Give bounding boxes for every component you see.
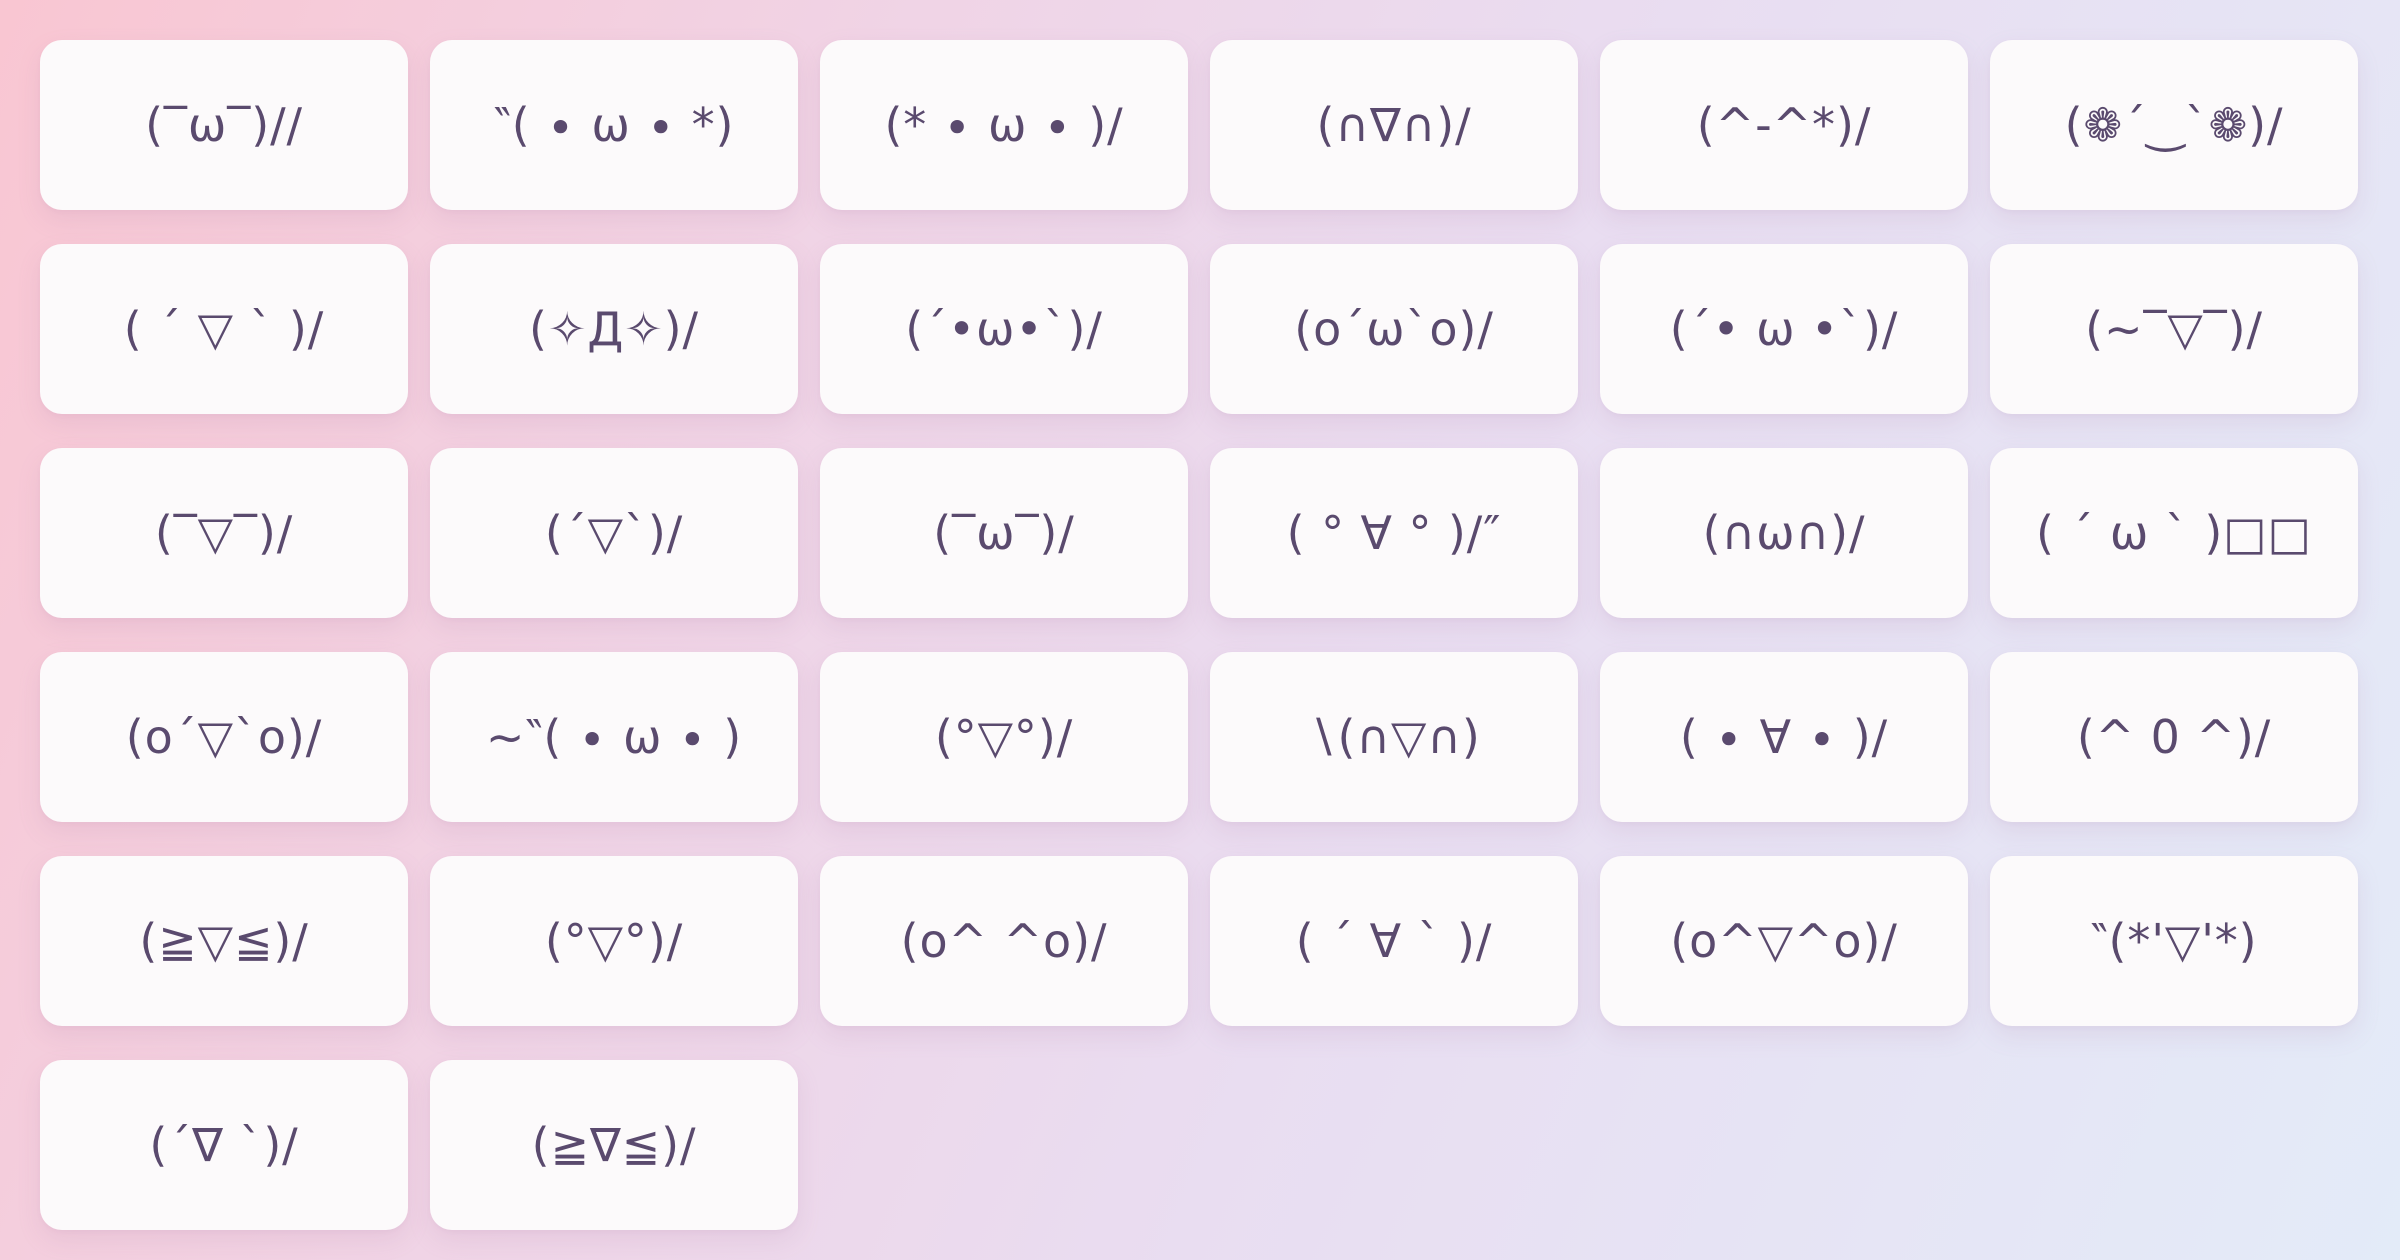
kaomoji-text: (‾ω‾)∕	[933, 506, 1075, 560]
kaomoji-text: (°▽°)/	[934, 710, 1074, 764]
kaomoji-card[interactable]: (∩ω∩)∕	[1600, 448, 1968, 618]
kaomoji-card[interactable]: (~‾▽‾)∕	[1990, 244, 2358, 414]
kaomoji-text: ‶(*'▽'*)	[2090, 914, 2258, 968]
kaomoji-card[interactable]: ( ´ ▽ ` )/	[40, 244, 408, 414]
kaomoji-card[interactable]: (∩∇∩)∕	[1210, 40, 1578, 210]
kaomoji-text: (‾▽‾)/	[154, 506, 294, 560]
kaomoji-text: (°▽°)∕	[544, 914, 684, 968]
kaomoji-text: (´• ω •`)∕	[1669, 302, 1899, 356]
kaomoji-text: (✧Д✧)∕	[529, 302, 699, 356]
kaomoji-card[interactable]: (´• ω •`)∕	[1600, 244, 1968, 414]
kaomoji-text: ∖(∩▽∩)	[1307, 710, 1481, 764]
kaomoji-card[interactable]: (°▽°)∕	[430, 856, 798, 1026]
kaomoji-card[interactable]: (o^ ^o)/	[820, 856, 1188, 1026]
kaomoji-card[interactable]: (°▽°)/	[820, 652, 1188, 822]
kaomoji-text: (‾ω‾)//	[145, 98, 303, 152]
kaomoji-text: (∩∇∩)∕	[1316, 98, 1472, 152]
kaomoji-text: (≧∇≦)∕	[531, 1118, 697, 1172]
kaomoji-card[interactable]: (´•ω•`)∕	[820, 244, 1188, 414]
kaomoji-card[interactable]: (‾ω‾)//	[40, 40, 408, 210]
kaomoji-card[interactable]: (* ∙ ω ∙ )∕	[820, 40, 1188, 210]
kaomoji-card[interactable]: (‾ω‾)∕	[820, 448, 1188, 618]
kaomoji-card[interactable]: (^ 0 ^)∕	[1990, 652, 2358, 822]
kaomoji-card[interactable]: ( ∙ ∀ ∙ )∕	[1600, 652, 1968, 822]
kaomoji-text: (^ 0 ^)∕	[2076, 710, 2272, 764]
kaomoji-text: ( ∙ ∀ ∙ )∕	[1679, 710, 1889, 764]
kaomoji-text: ( ´ ▽ ` )/	[123, 302, 325, 356]
kaomoji-text: (o´ω`o)∕	[1294, 302, 1494, 356]
kaomoji-text: ( ´ ω ` )□□	[2036, 506, 2312, 560]
kaomoji-card[interactable]: ~‶( ∙ ω ∙ )	[430, 652, 798, 822]
kaomoji-text: (~‾▽‾)∕	[2085, 302, 2263, 356]
kaomoji-text: (´•ω•`)∕	[905, 302, 1103, 356]
kaomoji-text: (´▽`)∕	[544, 506, 684, 560]
kaomoji-card[interactable]: ( ´ ω ` )□□	[1990, 448, 2358, 618]
kaomoji-text: (´∇ `)∕	[149, 1118, 299, 1172]
kaomoji-card[interactable]: (o^▽^o)∕	[1600, 856, 1968, 1026]
kaomoji-card[interactable]: (´∇ `)∕	[40, 1060, 408, 1230]
kaomoji-card[interactable]: ∖(∩▽∩)	[1210, 652, 1578, 822]
kaomoji-text: ‶( ∙ ω ∙ *)	[493, 98, 735, 152]
kaomoji-text: (o^▽^o)∕	[1670, 914, 1898, 968]
kaomoji-card[interactable]: (‾▽‾)/	[40, 448, 408, 618]
kaomoji-card[interactable]: (❁´‿`❁)∕	[1990, 40, 2358, 210]
kaomoji-card[interactable]: (o´▽`o)∕	[40, 652, 408, 822]
kaomoji-card[interactable]: (^-^*)/	[1600, 40, 1968, 210]
kaomoji-card[interactable]: ( ´ ∀ ` )∕	[1210, 856, 1578, 1026]
kaomoji-card[interactable]: (≧▽≦)/	[40, 856, 408, 1026]
kaomoji-card[interactable]: (o´ω`o)∕	[1210, 244, 1578, 414]
kaomoji-text: (^-^*)/	[1696, 98, 1872, 152]
kaomoji-text: ~‶( ∙ ω ∙ )	[485, 710, 743, 764]
kaomoji-card[interactable]: (✧Д✧)∕	[430, 244, 798, 414]
kaomoji-card[interactable]: ‶( ∙ ω ∙ *)	[430, 40, 798, 210]
kaomoji-text: (∩ω∩)∕	[1702, 506, 1866, 560]
kaomoji-text: (❁´‿`❁)∕	[2064, 98, 2284, 152]
kaomoji-text: (* ∙ ω ∙ )∕	[884, 98, 1124, 152]
kaomoji-text: (o´▽`o)∕	[125, 710, 323, 764]
kaomoji-text: (o^ ^o)/	[900, 914, 1108, 968]
kaomoji-card[interactable]: ( ° ∀ ° )∕″	[1210, 448, 1578, 618]
kaomoji-card[interactable]: (≧∇≦)∕	[430, 1060, 798, 1230]
kaomoji-text: ( ´ ∀ ` )∕	[1295, 914, 1493, 968]
kaomoji-card[interactable]: ‶(*'▽'*)	[1990, 856, 2358, 1026]
kaomoji-card[interactable]: (´▽`)∕	[430, 448, 798, 618]
kaomoji-text: ( ° ∀ ° )∕″	[1286, 506, 1502, 560]
kaomoji-text: (≧▽≦)/	[139, 914, 309, 968]
